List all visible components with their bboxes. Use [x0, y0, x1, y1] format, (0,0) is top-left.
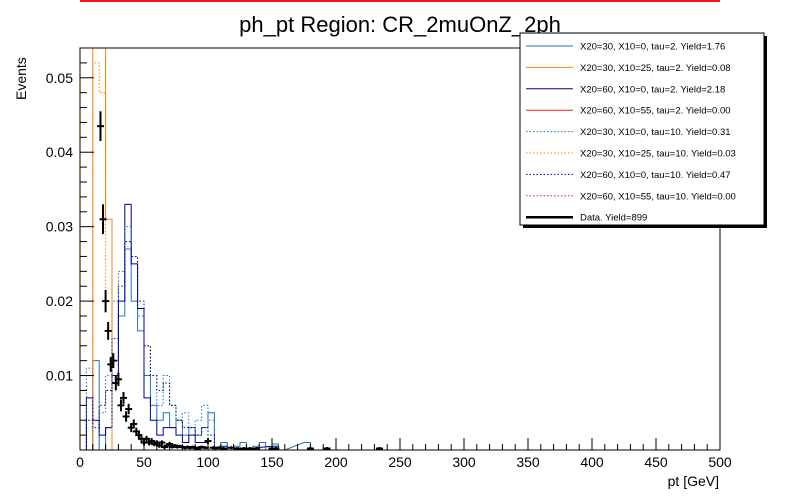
legend: X20=30, X10=0, tau=2. Yield=1.76 X20=30, …	[519, 32, 767, 228]
y-tick-label: 0.05	[46, 70, 73, 86]
legend-box	[519, 32, 765, 226]
data-point	[109, 353, 117, 369]
legend-label: X20=60, X10=0, tau=10. Yield=0.47	[580, 170, 731, 181]
data-point	[122, 411, 130, 422]
data-point	[120, 391, 128, 404]
y-tick-label: 0.01	[46, 368, 73, 384]
axes: 0 50 100 150 200 250 300 350 400 450 500 0.01 0.02 0.…	[46, 62, 732, 470]
legend-label: X20=30, X10=25, tau=10. Yield=0.03	[580, 149, 736, 160]
x-tick-label: 200	[324, 454, 348, 470]
legend-entry: X20=30, X10=25, tau=2. Yield=0.08	[526, 63, 731, 74]
x-tick-label: 100	[196, 454, 220, 470]
data-point	[125, 403, 133, 415]
legend-label: X20=60, X10=0, tau=2. Yield=2.18	[580, 84, 725, 95]
data-point	[102, 289, 110, 313]
series-6-step	[85, 241, 221, 451]
legend-entry: X20=60, X10=55, tau=10. Yield=0.00	[526, 191, 736, 202]
data-point	[135, 431, 143, 439]
data-point	[99, 204, 107, 235]
legend-label: Data. Yield=899	[580, 213, 647, 224]
x-tick-label: 50	[136, 454, 152, 470]
data-point	[158, 440, 166, 445]
y-tick-label: 0.02	[46, 293, 73, 309]
legend-entry: X20=30, X10=0, tau=10. Yield=0.31	[526, 127, 731, 138]
series-5	[86, 62, 119, 451]
data-point	[104, 321, 112, 340]
data-points	[96, 111, 384, 450]
x-tick-label: 150	[260, 454, 284, 470]
data-point	[114, 372, 122, 386]
x-tick-label: 400	[580, 454, 604, 470]
x-tick-label: 350	[516, 454, 540, 470]
x-tick-label: 250	[388, 454, 412, 470]
series-5-step	[86, 62, 119, 451]
series-6	[85, 241, 221, 451]
legend-entry: X20=60, X10=55, tau=2. Yield=0.00	[526, 106, 731, 117]
series-1-step	[86, 47, 119, 451]
plot-area	[85, 47, 384, 451]
data-point	[117, 399, 125, 412]
legend-label: X20=30, X10=0, tau=10. Yield=0.31	[580, 127, 731, 138]
x-tick-label: 0	[76, 454, 84, 470]
data-point	[130, 419, 138, 429]
legend-entry: Data. Yield=899	[526, 213, 647, 224]
chart-title: ph_pt Region: CR_2muOnZ_2ph	[239, 12, 561, 37]
x-tick-label: 500	[708, 454, 732, 470]
series-1	[86, 47, 119, 451]
y-tick-label: 0.04	[46, 144, 73, 160]
legend-entry: X20=60, X10=0, tau=10. Yield=0.47	[526, 170, 731, 181]
x-tick-label: 450	[644, 454, 668, 470]
legend-entry: X20=30, X10=0, tau=2. Yield=1.76	[526, 42, 725, 53]
legend-entry: X20=60, X10=0, tau=2. Yield=2.18	[526, 84, 725, 95]
x-axis-label: pt [GeV]	[668, 473, 719, 489]
legend-entries: X20=30, X10=0, tau=2. Yield=1.76 X20=30, …	[526, 42, 736, 224]
legend-label: X20=30, X10=0, tau=2. Yield=1.76	[580, 42, 725, 53]
data-point	[96, 111, 104, 142]
legend-label: X20=60, X10=55, tau=2. Yield=0.00	[580, 106, 731, 117]
x-tick-label: 300	[452, 454, 476, 470]
legend-label: X20=30, X10=25, tau=2. Yield=0.08	[580, 63, 731, 74]
legend-entry: X20=30, X10=25, tau=10. Yield=0.03	[526, 149, 736, 160]
y-axis-label: Events	[13, 57, 29, 100]
legend-label: X20=60, X10=55, tau=10. Yield=0.00	[580, 191, 736, 202]
y-tick-label: 0.03	[46, 219, 73, 235]
